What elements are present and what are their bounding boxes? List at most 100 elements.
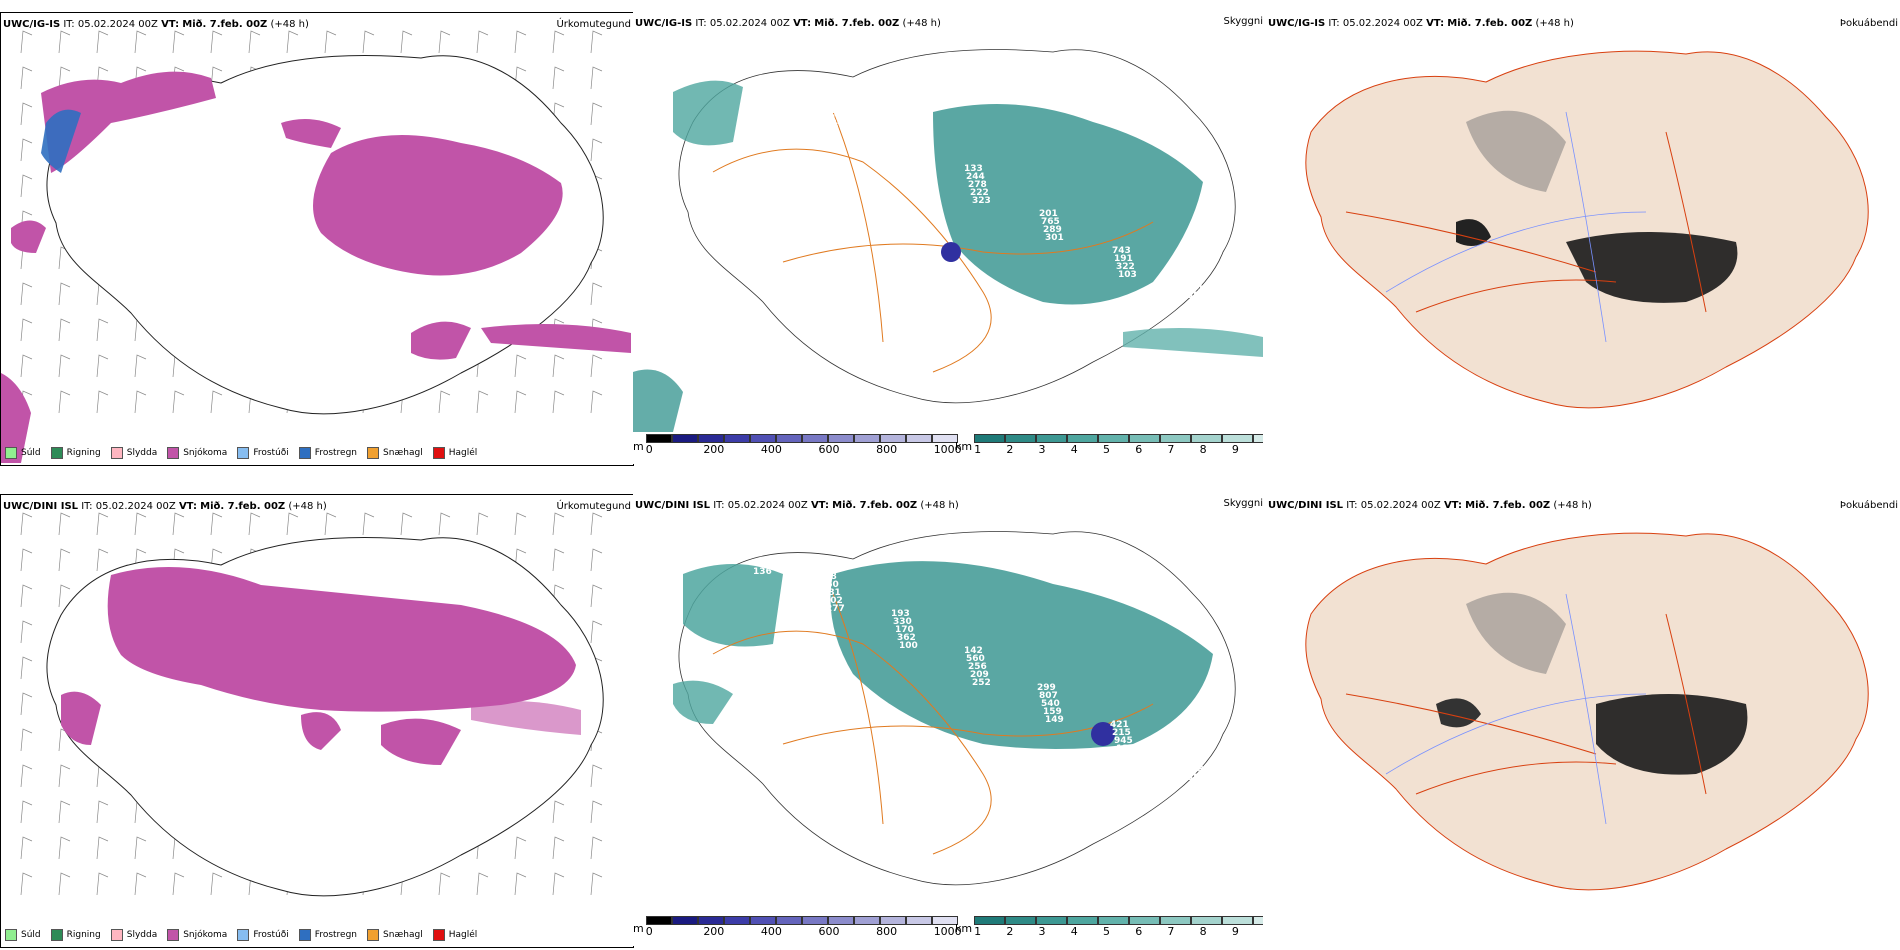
elevation-colorbar: m 0 200 400 600 800 1000 (633, 434, 964, 456)
wind-barb (58, 584, 71, 608)
wind-barb (552, 30, 565, 54)
legend-label: Snjókoma (183, 448, 228, 458)
wind-barb (590, 800, 603, 824)
legend-swatch (167, 447, 180, 459)
colorbar-tick: 7 (1167, 925, 1175, 938)
wind-barb (58, 318, 71, 342)
legend-label: Haglél (448, 930, 478, 940)
colorbar-tick: 8 (1199, 443, 1207, 456)
precip-type-panel-bottom: UWC/DINI ISL IT: 05.02.2024 00Z VT: Mið.… (0, 494, 634, 948)
colorbar-tick: 0 (645, 925, 653, 938)
panel-title: Þokuábendi (1839, 18, 1898, 29)
colorbar-tick: 5 (1102, 443, 1110, 456)
wind-barb (590, 30, 603, 54)
visibility-value-label: 135 (1116, 744, 1135, 754)
colorbar-tick: 4 (1070, 443, 1078, 456)
colorbar-tick: 600 (818, 443, 840, 456)
wind-barb (590, 390, 603, 414)
visibility-value-label: 518 (1185, 765, 1204, 775)
visibility-value-label: 193 (891, 609, 910, 619)
wind-barb (96, 548, 109, 572)
wind-barb (20, 836, 33, 860)
visibility-value-label: 84 (891, 127, 904, 137)
legend-label: Rigning (66, 930, 101, 940)
legend-item: Frostregn (298, 447, 357, 459)
visibility-panel-bottom: UWC/DINI ISL IT: 05.02.2024 00Z VT: Mið.… (633, 494, 1263, 946)
wind-barb (590, 354, 603, 378)
wind-barb (172, 512, 185, 536)
panel-header: UWC/DINI ISL IT: 05.02.2024 00Z VT: Mið.… (1268, 500, 1592, 511)
wind-barb (20, 872, 33, 896)
visibility-colorbar: km12345678910 (955, 434, 1263, 456)
colorbar-tick: 200 (703, 443, 725, 456)
legend-swatch (50, 447, 63, 459)
visibility-value-label: 743 (1112, 246, 1131, 256)
visibility-value-label: 142 (964, 646, 983, 656)
colorbar-tick: 1000 (933, 443, 962, 456)
precip-legend: Súld Rigning Slydda Snjókoma Frostúði Frostre… (5, 929, 477, 941)
visibility-value-label: 381 (1187, 773, 1206, 783)
wind-barb (96, 30, 109, 54)
panel-title: Skyggni (1223, 498, 1263, 509)
wind-barb (58, 764, 71, 788)
visibility-value-label: 540 (1041, 699, 1060, 709)
wind-barb (20, 728, 33, 752)
wind-barb (172, 872, 185, 896)
wind-barb (514, 390, 527, 414)
colorbar-tick: 1 (974, 925, 982, 938)
colorbar-tick: 600 (818, 925, 840, 938)
visibility-value-label: 103 (1118, 270, 1137, 280)
wind-barb (134, 354, 147, 378)
colorbar-tick: 1000 (933, 925, 962, 938)
legend-label: Slydda (126, 930, 158, 940)
panel-title: Skyggni (1223, 16, 1263, 27)
wind-barb (552, 548, 565, 572)
colorbar-segment (905, 916, 932, 925)
wind-barb (552, 390, 565, 414)
colorbar-segment (1098, 434, 1130, 443)
fog-panel-top: UWC/IG-IS IT: 05.02.2024 00Z VT: Mið. 7.… (1266, 12, 1900, 464)
legend-swatch (110, 929, 123, 941)
wind-barb (476, 390, 489, 414)
visibility-value-label: 202 (824, 596, 843, 606)
colorbar-segment (1191, 434, 1223, 443)
wind-barb (20, 620, 33, 644)
visibility-value-label: 229 (897, 151, 916, 161)
wind-barb (590, 102, 603, 126)
wind-barb (20, 692, 33, 716)
visibility-value-label: 191 (1114, 254, 1133, 264)
wind-barb (134, 390, 147, 414)
colorbar-segment (1191, 916, 1223, 925)
wind-barb (20, 512, 33, 536)
colorbar-segment (697, 916, 724, 925)
visibility-value-label: 421 (1110, 720, 1129, 730)
wind-barb (552, 512, 565, 536)
legend-item: Súld (5, 447, 41, 459)
colorbar-tick: 2 (1006, 925, 1014, 938)
colorbar-segment (931, 916, 958, 925)
wind-barb (590, 872, 603, 896)
wind-barb (58, 354, 71, 378)
visibility-value-label: 807 (1039, 691, 1058, 701)
colorbar-tick: 400 (760, 925, 782, 938)
legend-item: Frostregn (298, 929, 357, 941)
wind-barb (476, 30, 489, 54)
visibility-value-label: 278 (968, 180, 987, 190)
visibility-value-label: 222 (1118, 752, 1137, 762)
legend-item: Snjókoma (167, 929, 227, 941)
elevation-colorbar: m 0 200 400 600 800 1000 (633, 916, 964, 938)
wind-barb (134, 872, 147, 896)
visibility-value-label: 355 (1183, 757, 1202, 767)
visibility-value-label: 229 (753, 85, 772, 95)
wind-barb (362, 30, 375, 54)
wind-barb (210, 872, 223, 896)
precip-legend: Súld Rigning Slydda Snjókoma Frostúði Frostre… (5, 447, 477, 459)
visibility-value-label: 109 (1191, 789, 1210, 799)
wind-barb (58, 512, 71, 536)
visibility-value-label: 323 (972, 196, 991, 206)
colorbar-segment (1036, 916, 1068, 925)
precip-type-map (20, 512, 604, 897)
visibility-value-label: 133 (964, 164, 983, 174)
visibility-value-label: 96 (826, 122, 839, 132)
visibility-value-label: 159 (1043, 707, 1062, 717)
